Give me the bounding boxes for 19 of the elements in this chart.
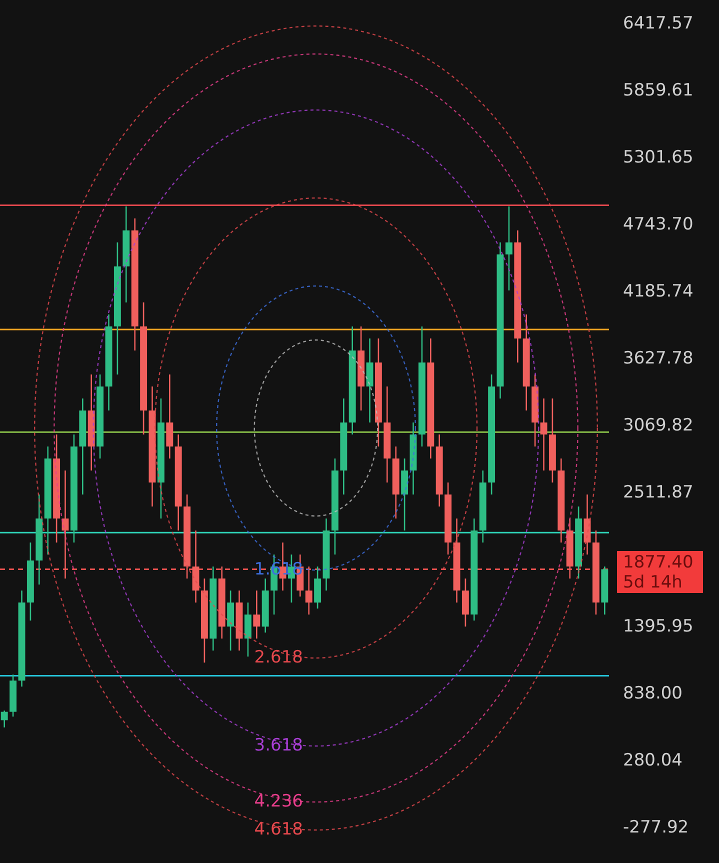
text: 5d 14h: [623, 572, 682, 592]
annotation: 1.618: [254, 559, 303, 580]
y-tick-label: 3069.82: [623, 416, 694, 436]
text: 1877.40: [623, 552, 694, 572]
y-tick-label: 280.04: [623, 750, 682, 770]
y-tick-label: 3627.78: [623, 348, 694, 369]
y-tick-label: 5301.65: [623, 148, 694, 168]
y-tick-label: -277.92: [623, 817, 689, 838]
y-tick-label: 4743.70: [623, 214, 694, 235]
annotation: 4.236: [254, 791, 303, 812]
y-tick-label: 4185.74: [623, 282, 694, 302]
annotation: 3.618: [254, 735, 303, 756]
y-tick-label: 2511.87: [623, 482, 694, 503]
annotation: 4.618: [254, 819, 303, 840]
y-tick-label: 1395.95: [623, 616, 694, 636]
y-tick-label: 6417.57: [623, 14, 694, 34]
y-tick-label: 5859.61: [623, 80, 694, 101]
annotation: 2.618: [254, 647, 303, 668]
y-tick-label: 838.00: [623, 683, 682, 704]
